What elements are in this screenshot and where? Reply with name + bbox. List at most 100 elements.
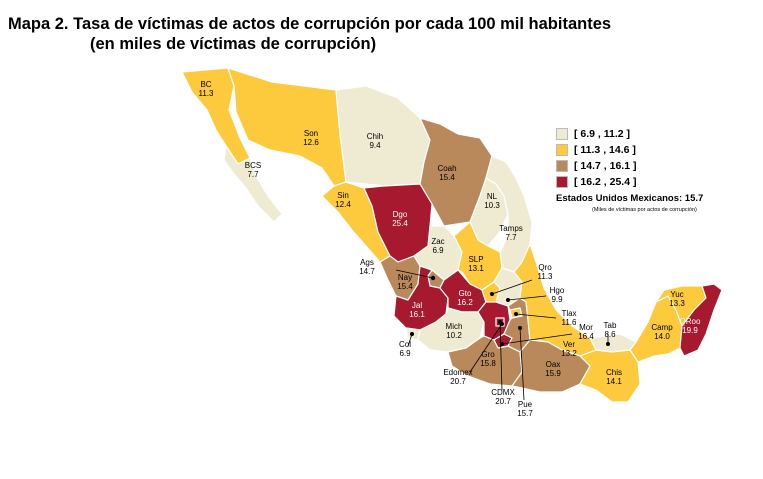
state-value-coah: 15.4: [439, 173, 455, 182]
state-label-chis: Chis 14.1: [606, 368, 622, 386]
state-label-bcs: BCS 7.7: [245, 161, 261, 179]
legend-swatch: [556, 128, 568, 140]
state-shape-bcs[interactable]: [223, 145, 283, 223]
state-shape-chis[interactable]: [579, 349, 641, 403]
state-label-col: Col 6.9: [399, 340, 411, 358]
state-name-tamps: Tamps: [499, 224, 523, 233]
state-value-tamps: 7.7: [505, 233, 517, 242]
state-value-camp: 14.0: [654, 332, 670, 341]
state-label-camp: Camp 14.0: [651, 323, 673, 341]
state-label-gro: Gro 15.8: [480, 350, 496, 368]
state-label-ags: Ags 14.7: [359, 258, 375, 276]
legend-item: [ 16.2 , 25.4 ]: [556, 174, 636, 190]
state-label-nl: NL 10.3: [484, 192, 500, 210]
state-label-pue: Pue 15.7: [517, 400, 533, 418]
state-label-edomex: Edomex 20.7: [443, 368, 472, 386]
state-value-cdmx: 20.7: [495, 397, 511, 406]
national-value: Estados Unidos Mexicanos: 15.7: [556, 193, 704, 204]
state-value-oax: 15.9: [545, 369, 561, 378]
legend-swatch: [556, 160, 568, 172]
state-name-hgo: Hgo: [550, 286, 565, 295]
state-label-ver: Ver 13.2: [561, 340, 577, 358]
state-value-gto: 16.2: [457, 298, 473, 307]
state-name-oax: Oax: [546, 360, 561, 369]
state-value-nl: 10.3: [484, 201, 500, 210]
state-label-son: Son 12.6: [303, 129, 319, 147]
state-name-jal: Jal: [412, 301, 422, 310]
state-name-ags: Ags: [360, 258, 374, 267]
state-shape-qroo[interactable]: [679, 283, 723, 357]
state-name-bcs: BCS: [245, 161, 261, 170]
state-label-hgo: Hgo 9.9: [550, 286, 565, 304]
state-name-zac: Zac: [431, 237, 444, 246]
state-name-ver: Ver: [563, 340, 575, 349]
state-value-dgo: 25.4: [392, 219, 408, 228]
legend-label: [ 11.3 , 14.6 ]: [574, 144, 636, 156]
state-name-chis: Chis: [606, 368, 622, 377]
state-name-gto: Gto: [459, 289, 472, 298]
state-label-nay: Nay 15.4: [397, 273, 413, 291]
state-value-hgo: 9.9: [551, 295, 563, 304]
state-name-qro: Qro: [538, 263, 552, 272]
state-label-coah: Coah 15.4: [437, 164, 456, 182]
label-leader-lines: [395, 269, 609, 401]
legend-note: (Miles de víctimas por actos de corrupci…: [592, 207, 697, 213]
state-name-qroo: QRoo: [680, 317, 701, 326]
state-value-qro: 11.3: [538, 272, 554, 281]
state-name-coah: Coah: [437, 164, 456, 173]
state-name-nl: NL: [487, 192, 498, 201]
state-label-jal: Jal 16.1: [409, 301, 425, 319]
state-label-qroo: QRoo 19.9: [680, 317, 701, 335]
legend-label: [ 6.9 , 11.2 ]: [574, 128, 631, 140]
state-name-col: Col: [399, 340, 411, 349]
state-name-slp: SLP: [468, 255, 483, 264]
state-value-mich: 10.2: [446, 331, 462, 340]
state-value-pue: 15.7: [517, 409, 533, 418]
state-value-slp: 13.1: [468, 264, 484, 273]
state-label-tab: Tab 8.6: [604, 321, 617, 339]
state-name-yuc: Yuc: [670, 290, 683, 299]
state-shape-gro[interactable]: [447, 335, 523, 387]
state-value-nay: 15.4: [397, 282, 413, 291]
state-label-tamps: Tamps 7.7: [499, 224, 523, 242]
state-label-zac: Zac 6.9: [431, 237, 444, 255]
state-name-camp: Camp: [651, 323, 673, 332]
map-title-line1: Mapa 2. Tasa de víctimas de actos de cor…: [8, 15, 612, 33]
state-value-ver: 13.2: [561, 349, 577, 358]
legend-label: [ 14.7 , 16.1 ]: [574, 160, 637, 172]
state-shapes: [181, 67, 723, 403]
state-value-zac: 6.9: [432, 246, 444, 255]
state-label-slp: SLP 13.1: [468, 255, 484, 273]
state-label-oax: Oax 15.9: [545, 360, 561, 378]
state-label-bc: BC 11.3: [199, 80, 215, 98]
label-anchor-dots: [410, 275, 610, 346]
state-name-mich: Mich: [446, 322, 463, 331]
state-value-sin: 12.4: [335, 200, 351, 209]
state-label-dgo: Dgo 25.4: [392, 210, 408, 228]
state-value-tab: 8.6: [604, 330, 616, 339]
state-value-bcs: 7.7: [247, 170, 259, 179]
map-title-line2: (en miles de víctimas de corrupción): [90, 35, 377, 53]
legend-item: [ 11.3 , 14.6 ]: [556, 142, 636, 158]
state-value-chih: 9.4: [369, 141, 381, 150]
state-value-bc: 11.3: [199, 89, 215, 98]
legend: [ 6.9 , 11.2 ] [ 11.3 , 14.6 ] [ 14.7 , …: [556, 126, 636, 190]
state-value-jal: 16.1: [409, 310, 425, 319]
state-name-bc: BC: [200, 80, 211, 89]
legend-swatch: [556, 144, 568, 156]
state-label-tlax: Tlax 11.6: [561, 309, 577, 327]
state-label-qro: Qro 11.3: [538, 263, 554, 281]
state-value-chis: 14.1: [606, 377, 622, 386]
map-title: Mapa 2. Tasa de víctimas de actos de cor…: [8, 14, 753, 54]
state-name-edomex: Edomex: [443, 368, 472, 377]
state-value-gro: 15.8: [480, 359, 496, 368]
state-name-nay: Nay: [398, 273, 412, 282]
legend-item: [ 6.9 , 11.2 ]: [556, 126, 636, 142]
state-value-mor: 16.4: [578, 332, 594, 341]
state-label-cdmx: CDMX 20.7: [491, 388, 515, 406]
state-value-tlax: 11.6: [562, 318, 578, 327]
state-label-chih: Chih 9.4: [367, 132, 383, 150]
state-name-gro: Gro: [481, 350, 495, 359]
state-label-gto: Gto 16.2: [457, 289, 473, 307]
